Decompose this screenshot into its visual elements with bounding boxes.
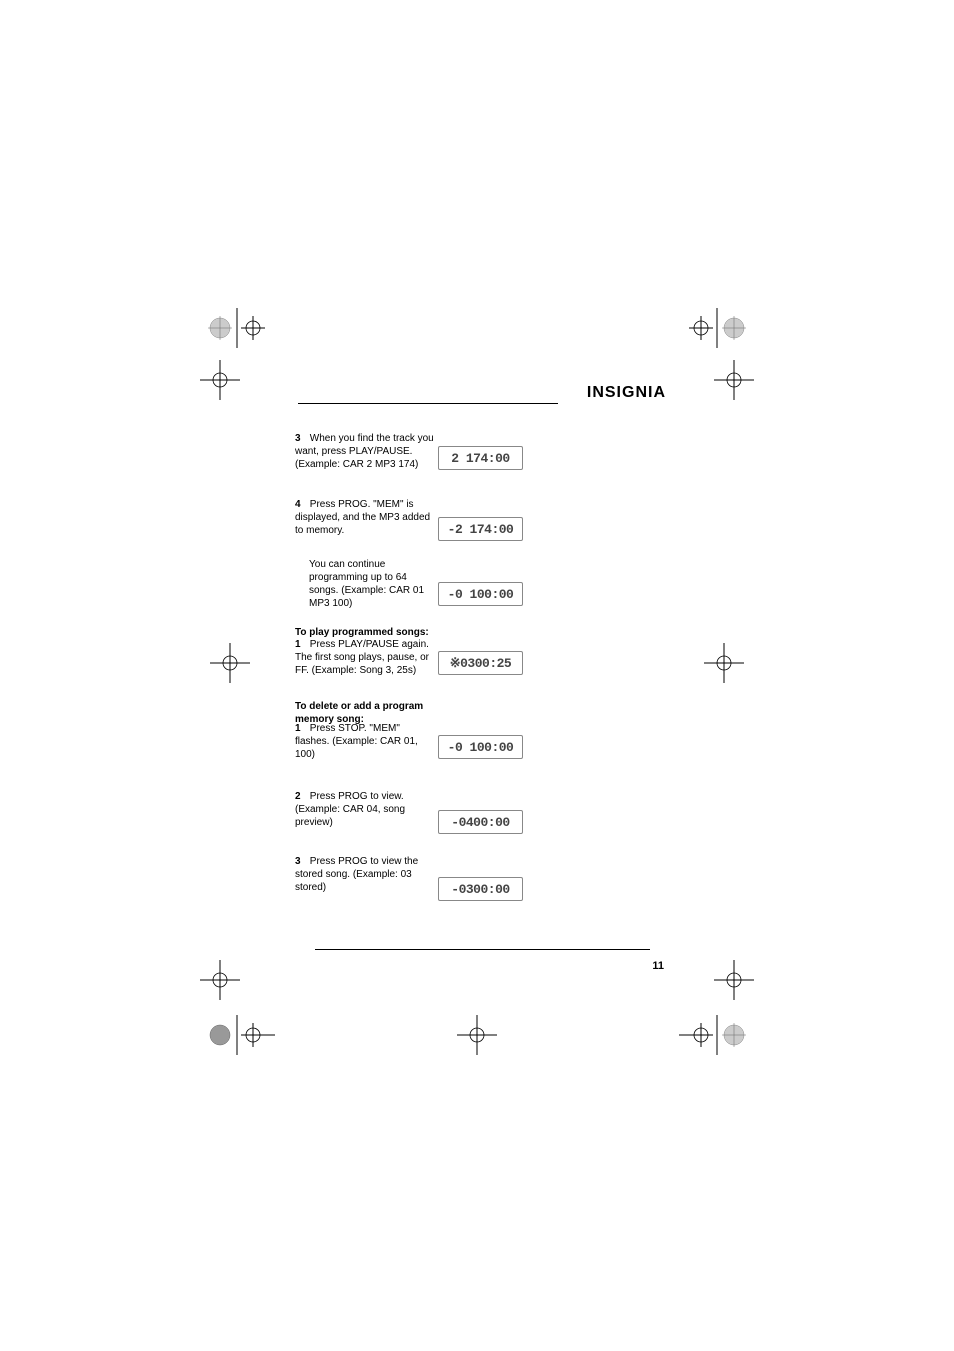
lcd-display-6: -0400:00 — [438, 810, 523, 834]
lcd-display-7: -0300:00 — [438, 877, 523, 901]
lcd-value: ※0300:25 — [450, 656, 512, 671]
lcd-display-3: -0 100:00 — [438, 582, 523, 606]
reg-mark-bottom-center — [452, 1010, 502, 1060]
step-text: Press PROG to view the stored song. (Exa… — [295, 856, 418, 893]
step-text: Press PROG. "MEM" is displayed, and the … — [295, 499, 430, 536]
brand-logo: INSIGNIA — [587, 384, 666, 402]
brand-text: INSIGNIA — [587, 384, 666, 401]
header-divider — [298, 403, 558, 404]
heading-text: To play programmed songs: — [295, 627, 429, 638]
step-number: 1 — [295, 638, 307, 651]
lcd-value: -0 100:00 — [448, 740, 514, 755]
lcd-value: -0400:00 — [451, 815, 509, 830]
lcd-value: -0 100:00 — [448, 587, 514, 602]
step-text: Press PLAY/PAUSE again. The first song p… — [295, 639, 429, 676]
footer-divider — [315, 949, 650, 950]
step-number: 3 — [295, 432, 307, 445]
step-4-sub: You can continue programming up to 64 so… — [295, 558, 435, 610]
step-sub-text: You can continue programming up to 64 so… — [309, 558, 435, 610]
reg-mark-mid-left — [205, 638, 255, 688]
reg-mark-top-right — [659, 300, 759, 410]
step-number: 4 — [295, 498, 307, 511]
step-text: Press PROG to view. (Example: CAR 04, so… — [295, 791, 405, 828]
lcd-display-2: -2 174:00 — [438, 517, 523, 541]
lcd-value: 2 174:00 — [451, 451, 509, 466]
step-number: 3 — [295, 855, 307, 868]
step-text: When you find the track you want, press … — [295, 433, 434, 470]
step-number: 2 — [295, 790, 307, 803]
step-number: 1 — [295, 722, 307, 735]
lcd-display-4: ※0300:25 — [438, 651, 523, 675]
reg-mark-bottom-right — [659, 950, 759, 1070]
reg-mark-mid-right — [699, 638, 749, 688]
reg-mark-top-left — [195, 300, 295, 410]
edit-step-1: 1 Press STOP. "MEM" flashes. (Example: C… — [295, 722, 435, 761]
edit-step-3: 3 Press PROG to view the stored song. (E… — [295, 855, 435, 894]
step-text: Press STOP. "MEM" flashes. (Example: CAR… — [295, 723, 418, 760]
lcd-display-1: 2 174:00 — [438, 446, 523, 470]
play-step-1: 1 Press PLAY/PAUSE again. The first song… — [295, 638, 435, 677]
step-4: 4 Press PROG. "MEM" is displayed, and th… — [295, 498, 435, 537]
lcd-value: -0300:00 — [451, 882, 509, 897]
edit-step-2: 2 Press PROG to view. (Example: CAR 04, … — [295, 790, 435, 829]
lcd-value: -2 174:00 — [448, 522, 514, 537]
reg-mark-bottom-left — [195, 950, 295, 1070]
step-3: 3 When you find the track you want, pres… — [295, 432, 435, 471]
lcd-display-5: -0 100:00 — [438, 735, 523, 759]
